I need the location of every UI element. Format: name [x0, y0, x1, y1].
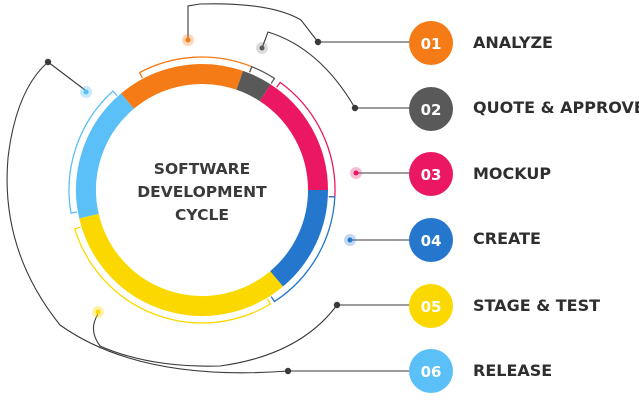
step-06: 06 RELEASE — [409, 349, 552, 393]
ring-bracket-06 — [68, 90, 118, 214]
ring-bracket-02 — [248, 65, 276, 84]
connector-line-02 — [261, 31, 410, 109]
connector-line-01 — [187, 3, 410, 43]
ring-bracket-01 — [138, 56, 253, 79]
junction-dot-02 — [351, 104, 359, 112]
center-title-line-1: SOFTWARE — [154, 160, 250, 178]
step-label-06: RELEASE — [473, 361, 552, 380]
anchor-dot-04-core — [347, 237, 353, 243]
junction-dot-06 — [284, 367, 292, 375]
step-05: 05 STAGE & TEST — [409, 284, 600, 328]
step-label-02: QUOTE & APPROVE — [473, 98, 639, 117]
step-01: 01 ANALYZE — [409, 21, 553, 65]
step-number-02: 02 — [421, 101, 442, 119]
ring-segment-06 — [76, 93, 135, 219]
step-list: 01 ANALYZE 02 QUOTE & APPROVE 03 MOCKUP … — [409, 21, 639, 393]
ring-segment-03 — [259, 84, 328, 191]
step-number-05: 05 — [421, 298, 442, 316]
anchor-dot-06-core — [83, 89, 89, 95]
step-badge-04 — [409, 218, 453, 262]
step-label-01: ANALYZE — [473, 33, 553, 52]
step-label-03: MOCKUP — [473, 164, 551, 183]
connector-lines — [6, 3, 410, 374]
center-title-line-3: CYCLE — [175, 206, 229, 224]
step-number-06: 06 — [421, 363, 442, 381]
step-number-03: 03 — [421, 166, 442, 184]
ring-segment-01 — [121, 64, 244, 109]
ring-bracket-05 — [73, 226, 272, 324]
step-label-05: STAGE & TEST — [473, 296, 600, 315]
step-badge-01 — [409, 21, 453, 65]
connector-line-06 — [6, 61, 410, 374]
ring-segment-04 — [269, 189, 328, 287]
step-badge-02 — [409, 87, 453, 131]
ring-bracket-04 — [270, 196, 336, 303]
junction-dot-06b — [44, 58, 52, 66]
anchor-dots — [44, 34, 362, 375]
anchor-dot-01-core — [185, 37, 191, 43]
center-title-line-2: DEVELOPMENT — [137, 183, 267, 201]
step-02: 02 QUOTE & APPROVE — [409, 87, 639, 131]
ring-bracket-03 — [276, 81, 336, 198]
anchor-dot-03-core — [353, 170, 359, 176]
step-03: 03 MOCKUP — [409, 152, 551, 196]
step-number-01: 01 — [421, 35, 442, 53]
step-label-04: CREATE — [473, 229, 541, 248]
ring-segment-05 — [79, 213, 283, 316]
junction-dot-05 — [333, 301, 341, 309]
center-title: SOFTWARE DEVELOPMENT CYCLE — [137, 160, 267, 224]
connector-line-05 — [92, 304, 410, 367]
anchor-dot-02-core — [259, 45, 265, 51]
step-04: 04 CREATE — [409, 218, 541, 262]
step-badge-03 — [409, 152, 453, 196]
ring-segment-02 — [236, 70, 271, 102]
cycle-ring — [76, 64, 328, 316]
step-badge-06 — [409, 349, 453, 393]
step-number-04: 04 — [421, 232, 442, 250]
anchor-dot-05-core — [95, 309, 101, 315]
segment-brackets — [68, 56, 336, 324]
junction-dot-01 — [314, 38, 322, 46]
step-badge-05 — [409, 284, 453, 328]
